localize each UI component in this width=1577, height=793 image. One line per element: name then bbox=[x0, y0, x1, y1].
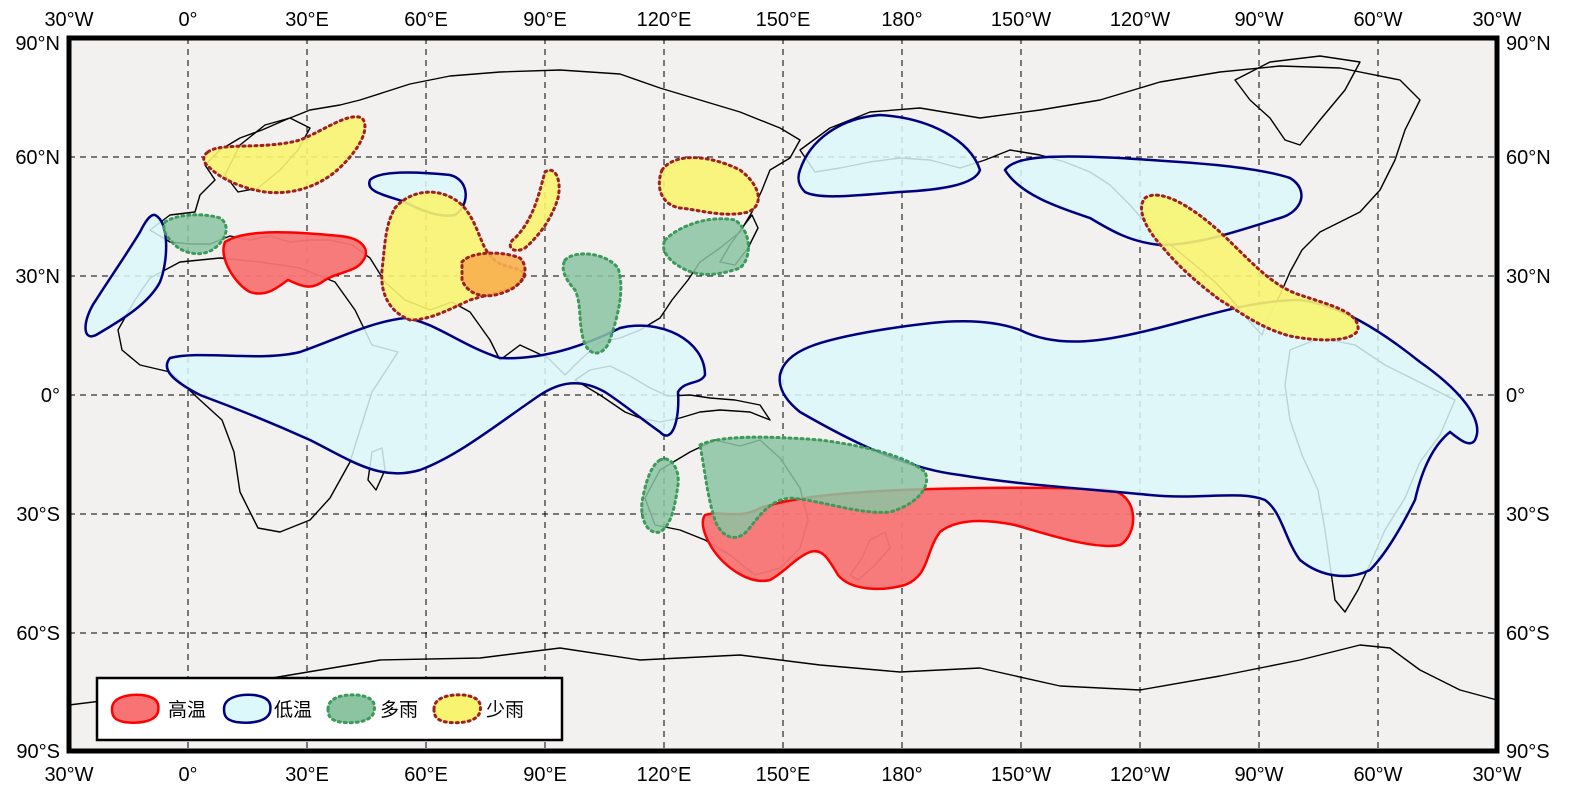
lon-tick-top-10: 90°W bbox=[1234, 9, 1283, 31]
legend-swatch-warm bbox=[110, 693, 160, 724]
lon-tick-top-4: 90°E bbox=[523, 9, 567, 31]
lon-tick-top-7: 180° bbox=[881, 9, 922, 31]
dry-region-europe bbox=[202, 115, 367, 195]
dry-region-east-asia bbox=[657, 156, 760, 216]
map-legend: 高温 低温 多雨 少雨 bbox=[95, 676, 564, 742]
lon-tick-top-12: 30°W bbox=[1472, 9, 1521, 31]
lon-tick-bottom-10: 90°W bbox=[1234, 764, 1283, 786]
map-frame bbox=[66, 35, 1500, 754]
legend-label-dry: 少雨 bbox=[486, 699, 524, 721]
lon-ticks-bottom: 30°W 0° 30°E 60°E 90°E 120°E 150°E 180° … bbox=[44, 764, 1521, 786]
coast-antarctica bbox=[68, 644, 1498, 706]
legend-swatch-cold bbox=[222, 693, 272, 724]
lon-tick-top-2: 30°E bbox=[285, 9, 329, 31]
lon-tick-bottom-9: 120°W bbox=[1110, 764, 1170, 786]
lon-tick-top-5: 120°E bbox=[637, 9, 692, 31]
dry-region-overlap-india bbox=[460, 251, 527, 298]
lon-tick-bottom-11: 60°W bbox=[1353, 764, 1402, 786]
lon-tick-top-0: 30°W bbox=[44, 9, 93, 31]
legend-item-cold: 低温 bbox=[222, 693, 312, 724]
legend-box bbox=[95, 676, 564, 742]
lon-tick-bottom-12: 30°W bbox=[1472, 764, 1521, 786]
lat-tick-right-2: 30°N bbox=[1506, 266, 1551, 288]
legend-label-wet: 多雨 bbox=[380, 699, 418, 721]
warm-region-middle-east bbox=[222, 230, 368, 295]
lat-tick-left-1: 60°N bbox=[15, 147, 60, 169]
lat-tick-left-6: 90°S bbox=[16, 741, 60, 763]
dry-region-north-america bbox=[1140, 193, 1360, 342]
lat-tick-left-4: 30°S bbox=[16, 504, 60, 526]
lat-tick-right-3: 0° bbox=[1506, 385, 1525, 407]
lon-tick-bottom-8: 150°W bbox=[991, 764, 1051, 786]
lon-tick-bottom-4: 90°E bbox=[523, 764, 567, 786]
wet-region-australia bbox=[698, 435, 928, 539]
lat-tick-right-4: 30°S bbox=[1506, 504, 1550, 526]
lat-tick-right-6: 90°S bbox=[1506, 741, 1550, 763]
coast-greenland bbox=[1234, 55, 1361, 146]
lon-tick-bottom-7: 180° bbox=[881, 764, 922, 786]
lon-tick-bottom-0: 30°W bbox=[44, 764, 93, 786]
lon-tick-top-8: 150°W bbox=[991, 9, 1051, 31]
lon-tick-top-9: 120°W bbox=[1110, 9, 1170, 31]
cold-region-iberia-west-africa bbox=[84, 213, 168, 338]
lat-tick-right-0: 90°N bbox=[1506, 33, 1551, 55]
wet-region-indochina bbox=[561, 252, 623, 355]
wet-region-west-australia bbox=[640, 457, 680, 534]
legend-label-warm: 高温 bbox=[168, 699, 206, 721]
lat-tick-left-0: 90°N bbox=[15, 33, 60, 55]
lat-ticks-right: 90°N 60°N 30°N 0° 30°S 60°S 90°S bbox=[1506, 33, 1551, 763]
lat-tick-left-3: 0° bbox=[41, 385, 60, 407]
lon-ticks-top: 30°W 0° 30°E 60°E 90°E 120°E 150°E 180° … bbox=[44, 9, 1521, 31]
lon-tick-bottom-1: 0° bbox=[178, 764, 197, 786]
lon-tick-bottom-3: 60°E bbox=[404, 764, 448, 786]
lon-tick-bottom-6: 150°E bbox=[756, 764, 811, 786]
lon-tick-top-3: 60°E bbox=[404, 9, 448, 31]
legend-swatch-dry bbox=[432, 693, 482, 725]
legend-item-warm: 高温 bbox=[110, 693, 206, 724]
regions-wet bbox=[162, 213, 928, 539]
dry-region-siberia bbox=[508, 168, 561, 252]
lon-tick-bottom-5: 120°E bbox=[637, 764, 692, 786]
legend-swatch-wet bbox=[326, 693, 376, 725]
cold-region-bering bbox=[797, 113, 982, 198]
regions-dry bbox=[202, 115, 1360, 342]
lon-tick-top-6: 150°E bbox=[756, 9, 811, 31]
cold-region-pacific-south-america bbox=[778, 298, 1479, 578]
wet-region-korea-japan bbox=[662, 217, 750, 276]
legend-item-dry: 少雨 bbox=[432, 693, 524, 725]
lat-ticks-left: 90°N 60°N 30°N 0° 30°S 60°S 90°S bbox=[15, 33, 60, 763]
legend-label-cold: 低温 bbox=[274, 699, 312, 721]
lon-tick-top-1: 0° bbox=[178, 9, 197, 31]
lon-tick-bottom-2: 30°E bbox=[285, 764, 329, 786]
wet-region-turkey-balkans bbox=[162, 213, 228, 256]
lat-tick-left-5: 60°S bbox=[16, 623, 60, 645]
lat-tick-right-1: 60°N bbox=[1506, 147, 1551, 169]
legend-item-wet: 多雨 bbox=[326, 693, 418, 725]
lat-tick-left-2: 30°N bbox=[15, 266, 60, 288]
lat-tick-right-5: 60°S bbox=[1506, 623, 1550, 645]
lon-tick-top-11: 60°W bbox=[1353, 9, 1402, 31]
